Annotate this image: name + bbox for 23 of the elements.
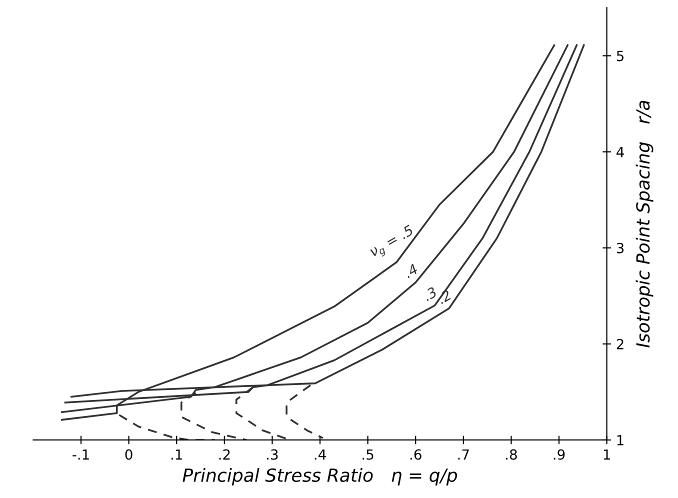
x-tick-label: .5 bbox=[362, 449, 374, 460]
x-tick-label: .3 bbox=[267, 449, 278, 460]
y-tick-label: 3 bbox=[616, 242, 624, 254]
text: ν$_{g}$ = .5 bbox=[368, 224, 416, 260]
y-axis-title: Isotropic Point Spacing r/a bbox=[636, 100, 654, 348]
y-tick-label: 5 bbox=[616, 50, 624, 62]
y-tick-label: 2 bbox=[616, 338, 624, 350]
y-tick-label: 1 bbox=[617, 435, 624, 446]
x-tick-label: .6 bbox=[410, 449, 422, 460]
x-axis-title: Principal Stress Ratio η = q/p bbox=[182, 468, 458, 486]
x-tick-label: -.1 bbox=[72, 449, 89, 460]
y-tick-label: 4 bbox=[616, 146, 624, 158]
text: .4 bbox=[403, 264, 418, 278]
x-tick-label: .9 bbox=[554, 449, 565, 460]
x-tick-label: .1 bbox=[171, 449, 182, 460]
x-tick-label: 1 bbox=[604, 449, 610, 460]
x-tick-label: .4 bbox=[314, 449, 326, 460]
text: .3 bbox=[422, 286, 438, 302]
x-tick-label: 0 bbox=[125, 449, 132, 460]
line-series bbox=[118, 414, 216, 440]
x-tick-label: .2 bbox=[219, 449, 230, 460]
x-tick-label: .7 bbox=[458, 449, 469, 460]
x-tick-label: .8 bbox=[506, 449, 517, 460]
